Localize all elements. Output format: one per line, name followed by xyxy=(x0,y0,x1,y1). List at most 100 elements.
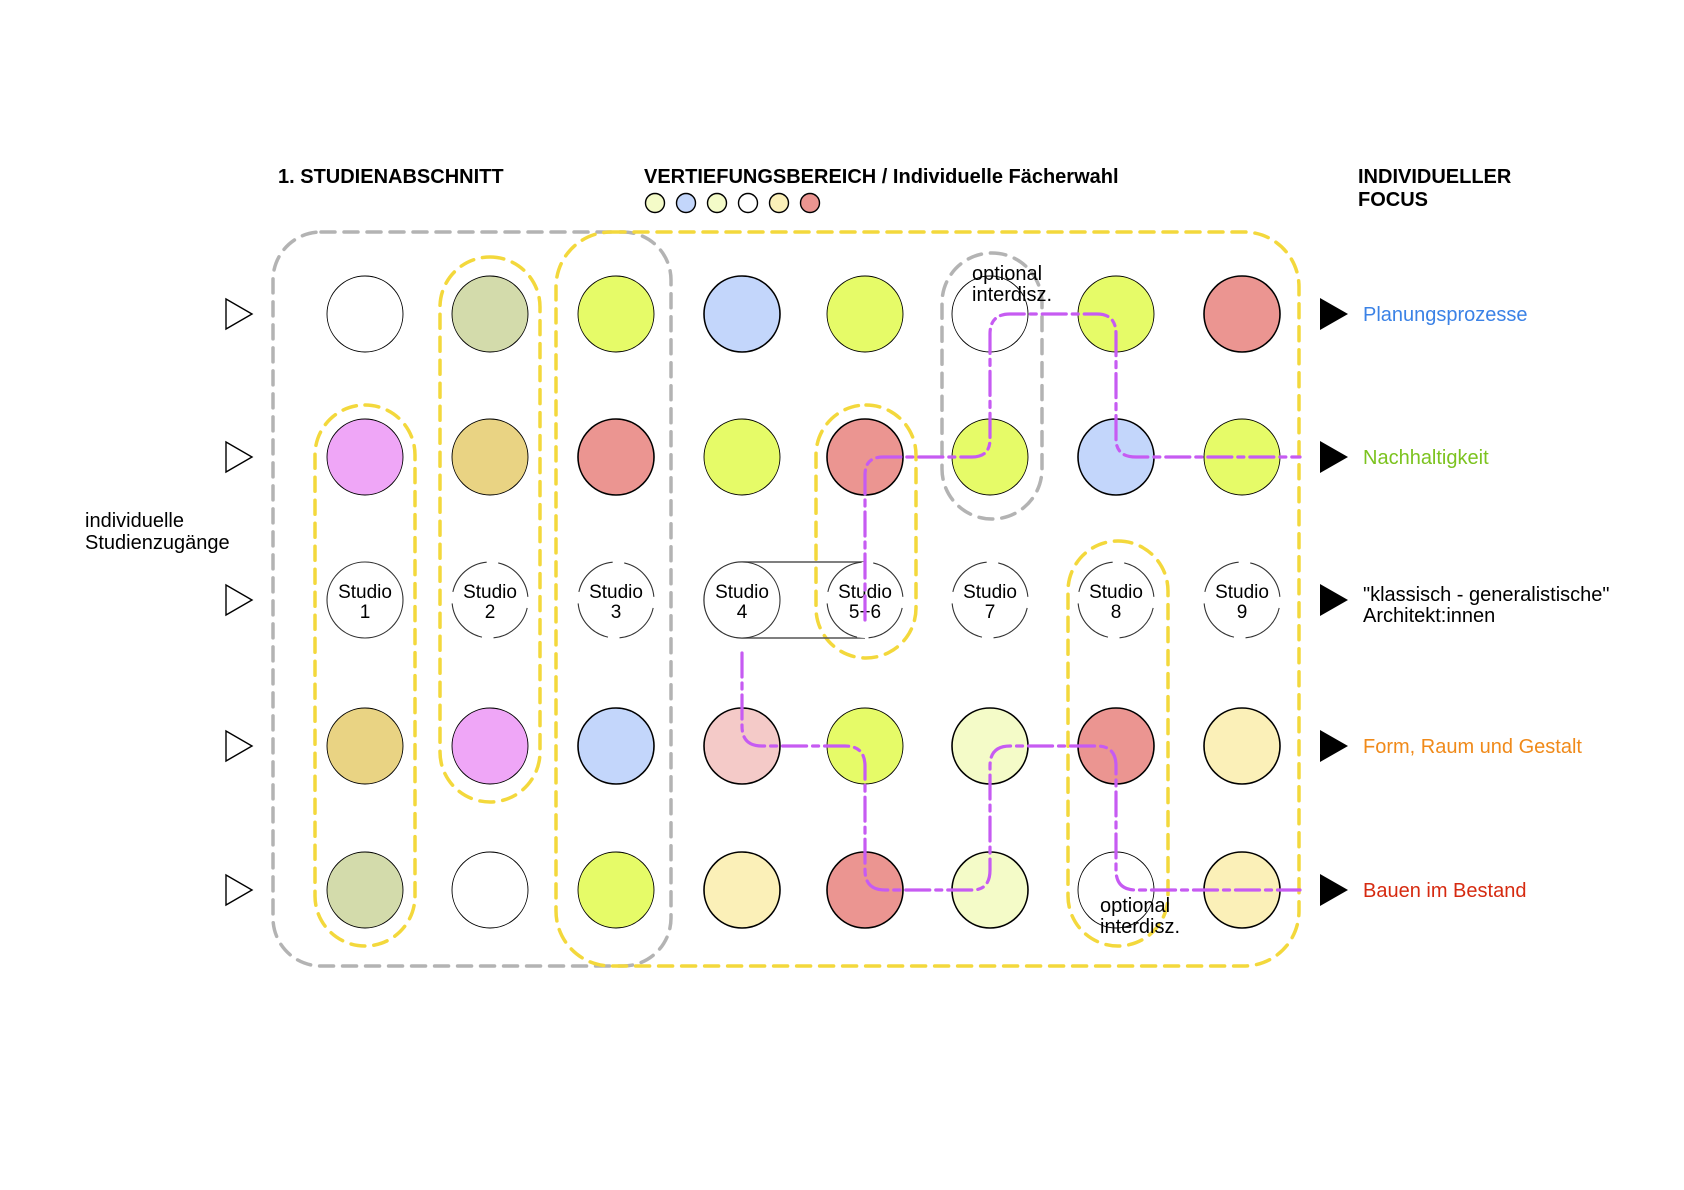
legend-dot xyxy=(768,192,790,214)
module-circle-pink xyxy=(326,418,404,496)
header-specialisation-light: Individuelle Fächerwahl xyxy=(893,166,1119,188)
optional-label-top-line1: optional xyxy=(972,263,1042,285)
grey-group-first-section xyxy=(271,230,673,968)
studio-label: Studio xyxy=(963,582,1017,603)
module-circles: Studio1Studio2Studio3Studio4Studio5+6Stu… xyxy=(326,275,1281,929)
studio-number: 4 xyxy=(737,602,748,623)
module-circle-pink xyxy=(451,707,529,785)
module-circle-blue xyxy=(577,707,655,785)
entry-arrow-icon xyxy=(225,873,254,907)
focus-arrow-icon xyxy=(1320,874,1348,906)
yellow-group-column-1 xyxy=(313,403,417,948)
focus-label: Planungsprozesse xyxy=(1363,304,1528,326)
studio-circle-fill xyxy=(1204,562,1280,638)
path-nachhaltigkeit xyxy=(863,312,1302,622)
entry-arrow-icon xyxy=(225,583,254,617)
focus-label-line2: Architekt:innen xyxy=(1363,605,1495,627)
studio-label: Studio xyxy=(1215,582,1269,603)
module-circle-lime xyxy=(577,275,655,353)
module-circle-red xyxy=(1203,275,1281,353)
studio-circle-fill xyxy=(327,562,403,638)
focus-arrow-icon xyxy=(1320,298,1348,330)
focus-arrow-icon xyxy=(1320,730,1348,762)
module-circle-white xyxy=(451,851,529,929)
group-outlines xyxy=(271,230,1301,968)
optional-label-bottom-line2: interdisz. xyxy=(1100,916,1180,938)
legend-dot xyxy=(675,192,697,214)
legend-dot xyxy=(737,192,759,214)
entry-arrow-icon xyxy=(225,297,254,331)
header-specialisation: VERTIEFUNGSBEREICH / Individuelle Fächer… xyxy=(644,166,1119,188)
studio-circle-fill xyxy=(952,562,1028,638)
focus-label: Nachhaltigkeit xyxy=(1363,447,1489,469)
header-specialisation-bold: VERTIEFUNGSBEREICH xyxy=(644,166,876,188)
module-circle-white xyxy=(326,275,404,353)
studio-label: Studio xyxy=(338,582,392,603)
module-circle-red xyxy=(577,418,655,496)
focus-label: Form, Raum und Gestalt xyxy=(1363,736,1582,758)
header-focus-line2: FOCUS xyxy=(1358,189,1428,211)
module-circle-ochre xyxy=(326,707,404,785)
module-circle-pale-yellow xyxy=(1203,707,1281,785)
header-specialisation-sep: / xyxy=(876,166,893,188)
studio-label: Studio xyxy=(463,582,517,603)
optional-label-bottom-line1: optional xyxy=(1100,895,1170,917)
legend-dot xyxy=(706,192,728,214)
legend-dots xyxy=(644,192,821,214)
yellow-group-column-2 xyxy=(438,255,542,804)
studio-label: Studio xyxy=(589,582,643,603)
studio-number: 1 xyxy=(360,602,371,623)
studio-circle-outline xyxy=(703,561,781,639)
study-paths xyxy=(740,312,1302,892)
module-circle-pale-yellow xyxy=(703,851,781,929)
studio-circle-fill xyxy=(452,562,528,638)
studio-label: Studio xyxy=(1089,582,1143,603)
focus-label: "klassisch - generalistische" xyxy=(1363,584,1610,606)
yellow-group-studio-8 xyxy=(1066,539,1170,948)
studio-number: 9 xyxy=(1237,602,1248,623)
module-circle-ochre xyxy=(451,418,529,496)
header-first-section: 1. STUDIENABSCHNITT xyxy=(278,166,504,188)
optional-label-top-line2: interdisz. xyxy=(972,284,1052,306)
entry-arrow-icon xyxy=(225,729,254,763)
studio-number: 7 xyxy=(985,602,996,623)
module-circle-lime xyxy=(577,851,655,929)
entry-arrow-icon xyxy=(225,440,254,474)
studio-circle-fill xyxy=(1078,562,1154,638)
focus-arrow-icon xyxy=(1320,584,1348,616)
studio-number: 3 xyxy=(611,602,622,623)
focus-labels: Planungsprozesse Nachhaltigkeit "klassisch… xyxy=(1320,298,1610,906)
legend-dot xyxy=(799,192,821,214)
studio-circle-fill xyxy=(704,562,780,638)
module-circle-olive xyxy=(326,851,404,929)
grey-group-optional-top xyxy=(940,251,1044,521)
entry-label-line2: Studienzugänge xyxy=(85,532,230,554)
focus-label: Bauen im Bestand xyxy=(1363,880,1526,902)
studio-label: Studio xyxy=(838,582,892,603)
studio-number: 2 xyxy=(485,602,496,623)
legend-dot xyxy=(644,192,666,214)
module-circle-olive xyxy=(451,275,529,353)
studio-circle-fill xyxy=(578,562,654,638)
entry-arrows xyxy=(225,297,254,907)
studio-label: Studio xyxy=(715,582,769,603)
module-circle-blue xyxy=(703,275,781,353)
entry-label-line1: individuelle xyxy=(85,510,184,532)
yellow-group-studio-5-6 xyxy=(814,403,918,660)
studio-circle-outline xyxy=(326,561,404,639)
path-bestand xyxy=(740,651,1302,892)
module-circle-lime xyxy=(826,275,904,353)
module-circle-lime xyxy=(703,418,781,496)
focus-arrow-icon xyxy=(1320,441,1348,473)
header-focus-line1: INDIVIDUELLER xyxy=(1358,166,1512,188)
studio-number: 8 xyxy=(1111,602,1122,623)
yellow-group-specialisation xyxy=(554,230,1301,968)
